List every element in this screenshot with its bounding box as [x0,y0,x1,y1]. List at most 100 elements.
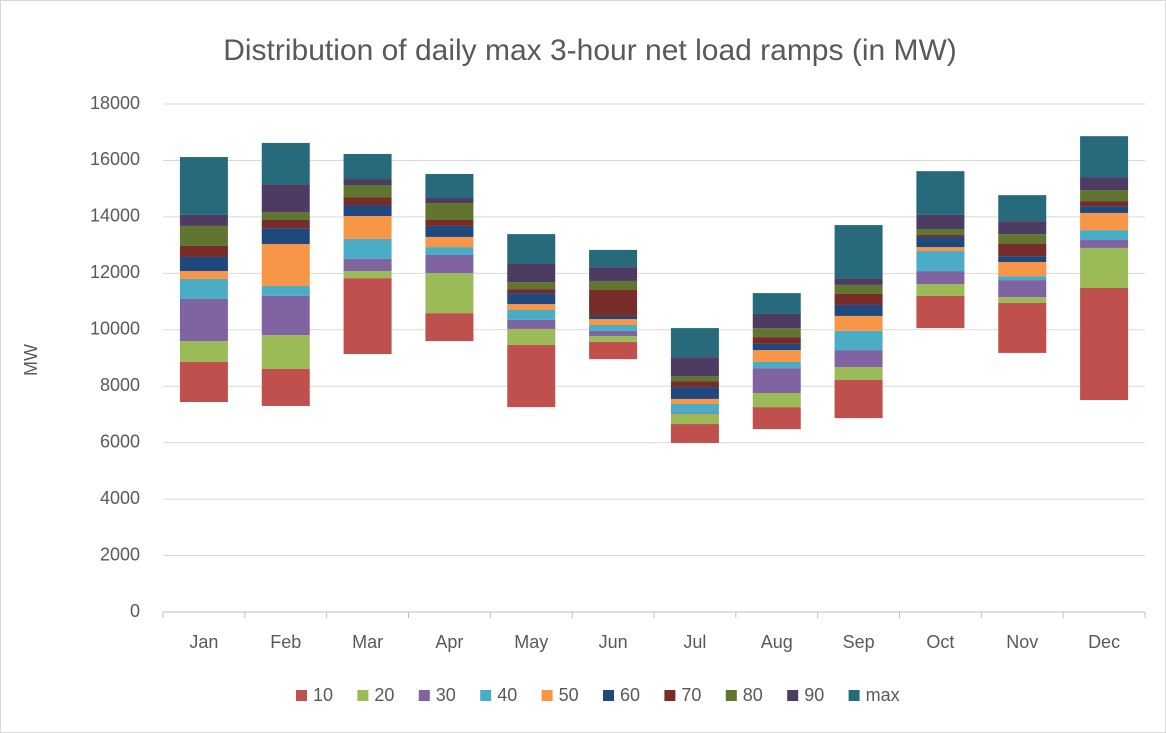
y-tick-label: 4000 [100,488,140,508]
bar-segment [343,179,392,185]
bar-segment [834,315,883,331]
bar-segment [1080,230,1129,241]
bar-segment [998,243,1047,257]
y-tick-label: 2000 [100,544,140,564]
bar-segment [261,295,310,336]
bar-segment [670,381,719,388]
bar-segment [670,328,719,358]
legend-swatch [296,690,307,701]
bar-segment [343,271,392,279]
bar-segment [834,350,883,368]
bar-segment [834,278,883,285]
bar-segment [998,276,1047,281]
bar-segment [916,236,965,248]
bar-segment [261,369,310,406]
bar-segment [179,271,228,279]
bar-segment [670,404,719,414]
bar-segment [261,184,310,213]
x-tick-label: Dec [1088,632,1120,652]
bar-segment [343,205,392,217]
bar-segment [916,229,965,235]
bar-segment [1080,240,1129,248]
bar-segment [425,203,474,220]
legend-label: 30 [436,685,456,705]
bar-segment [507,234,556,265]
legend-swatch [418,690,430,701]
bar-segment [998,195,1047,222]
bar-segment [261,228,310,244]
bar-segment [752,350,801,362]
y-axis-label: MW [21,344,41,376]
bar-segment [752,313,801,329]
bar-segment [670,376,719,382]
legend-swatch [848,690,860,701]
bar-segment [1080,288,1129,401]
bar-segment [916,271,965,285]
legend-swatch [787,690,799,701]
x-tick-label: Jun [599,632,628,652]
bar-segment [589,289,638,316]
bar-segment [589,267,638,281]
bar-segment [425,219,474,226]
bar-segment [343,153,392,180]
bar-segment [834,367,883,381]
y-tick-label: 16000 [90,149,140,169]
x-tick-label: May [514,632,548,652]
x-tick-label: Nov [1006,632,1038,652]
y-tick-label: 0 [130,601,140,621]
legend-label: 50 [559,685,579,705]
legend-label: 40 [497,685,517,705]
bar-segment [998,280,1047,298]
bar-segment [916,247,965,252]
y-tick-label: 6000 [100,431,140,451]
bar-segment [179,299,228,342]
bar-segment [916,171,965,215]
legend-swatch [357,690,369,701]
bar-segment [261,219,310,229]
bar-segment [343,197,392,206]
bar-segment [589,330,638,336]
x-tick-label: Feb [270,632,301,652]
x-tick-label: Oct [926,632,954,652]
x-tick-label: Apr [435,632,463,652]
bar-segment [916,284,965,296]
bar-segment [507,310,556,320]
legend-label: 60 [620,685,640,705]
y-tick-label: 18000 [90,93,140,113]
bar-segment [589,249,638,268]
bar-segment [507,293,556,305]
bar-segment [179,214,228,226]
bar-segment [752,328,801,338]
y-tick-label: 10000 [90,319,140,339]
bar-segment [425,173,474,198]
bar-segment [834,330,883,351]
bar-segment [343,184,392,198]
bar-segment [1080,206,1129,213]
legend-swatch [603,690,614,701]
bar-segment [670,413,719,425]
bar-segment [507,345,556,408]
legend-label: 90 [804,685,824,705]
x-tick-label: Aug [761,632,793,652]
x-tick-label: Jan [189,632,218,652]
bar-segment [179,245,228,257]
bar-segment [425,225,474,237]
bar-segment [916,214,965,230]
bar-segment [507,304,556,311]
bar-segment [589,280,638,290]
bar-segment [752,337,801,344]
bar-segment [834,225,883,279]
bar-segment [261,335,310,370]
bar-segment [507,264,556,283]
x-tick-label: Mar [352,632,383,652]
bar-segment [670,424,719,443]
bar-segment [261,286,310,296]
bar-segment [834,380,883,419]
bar-segment [998,234,1047,244]
bar-segment [507,289,556,294]
bar-segment [179,361,228,403]
bar-segment [425,236,474,248]
bar-segment [425,273,474,314]
